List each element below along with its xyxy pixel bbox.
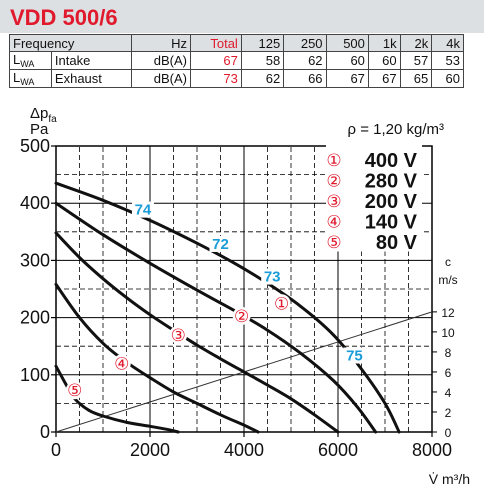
curve-marker-1: ① <box>274 294 289 314</box>
curve-marker-bg <box>112 354 131 373</box>
title-bar <box>0 0 484 33</box>
velocity-tick-label: 12 <box>441 306 455 320</box>
curve-marker-4: ④ <box>114 354 129 374</box>
row-symbol: LWA <box>9 69 52 88</box>
row-name: Exhaust <box>50 69 132 88</box>
x-tick-label: 0 <box>51 440 61 460</box>
row-unit: dB(A) <box>130 51 191 70</box>
legend-label-4: 140 V <box>365 212 418 234</box>
series-curve-4 <box>54 282 260 434</box>
noise-label: 75 <box>346 348 363 365</box>
velocity-tick-label: 8 <box>445 346 452 360</box>
x-tick-label: 8000 <box>412 440 452 460</box>
curve-marker-bg <box>169 325 188 344</box>
legend-label-1: 400 V <box>365 150 418 172</box>
noise-label: 74 <box>135 202 152 219</box>
x-axis-label: V̇ m³/h <box>429 471 470 487</box>
curve-marker-5: ⑤ <box>67 381 82 401</box>
noise-label-bg <box>209 235 232 252</box>
velocity-tick-label: 10 <box>441 326 455 340</box>
series-curve-2 <box>54 201 378 434</box>
density-label: ρ = 1,20 kg/m³ <box>348 121 445 138</box>
row-value: 66 <box>283 69 327 88</box>
velocity-tick-label: 2 <box>445 406 452 420</box>
chart-title: VDD 500/6 <box>10 5 118 30</box>
noise-label-bg <box>343 347 366 364</box>
curve-marker-bg <box>232 306 251 325</box>
velocity-axis-label: c <box>445 255 451 269</box>
y-tick-label: 300 <box>20 250 50 270</box>
row-value: 67 <box>325 69 369 88</box>
noise-label-bg <box>261 268 284 285</box>
row-value: 67 <box>367 69 401 88</box>
header-total: Total <box>189 34 242 52</box>
header-band-2k: 2k <box>399 34 433 52</box>
row-unit: dB(A) <box>130 69 191 88</box>
header-unit: Hz <box>130 34 191 52</box>
row-total: 67 <box>189 51 242 70</box>
series-curve-3 <box>54 231 340 434</box>
y-tick-label: 0 <box>40 422 50 442</box>
y-axis-unit: Pa <box>30 121 49 138</box>
legend-label-2: 280 V <box>365 171 418 193</box>
curve-marker-2: ② <box>234 307 249 327</box>
x-tick-label: 6000 <box>318 440 358 460</box>
row-value: 53 <box>431 51 464 70</box>
x-tick-label: 4000 <box>224 440 264 460</box>
y-tick-label: 100 <box>20 365 50 385</box>
legend-marker-2: ② <box>326 172 341 192</box>
y-tick-label: 200 <box>20 308 50 328</box>
legend-marker-4: ④ <box>326 213 341 233</box>
header-band-250: 250 <box>283 34 327 52</box>
velocity-tick-label: 6 <box>445 366 452 380</box>
x-tick-label: 2000 <box>130 440 170 460</box>
curve-marker-bg <box>272 294 291 313</box>
legend-marker-3: ③ <box>326 192 341 212</box>
velocity-tick-label: 4 <box>445 386 452 400</box>
header-band-4k: 4k <box>431 34 464 52</box>
y-axis-label: Δpfa <box>30 105 57 125</box>
row-value: 62 <box>240 69 285 88</box>
y-tick-label: 500 <box>20 136 50 156</box>
legend-marker-1: ① <box>326 151 341 171</box>
row-total: 73 <box>189 69 242 88</box>
y-tick-label: 400 <box>20 193 50 213</box>
legend-marker-5: ⑤ <box>326 233 341 253</box>
legend-label-3: 200 V <box>365 191 418 213</box>
noise-label: 73 <box>264 269 281 286</box>
velocity-tick-label: 0 <box>445 426 452 440</box>
header-band-500: 500 <box>325 34 369 52</box>
curve-marker-3: ③ <box>171 326 186 346</box>
legend-label-5: 80 V <box>376 232 418 254</box>
legend-bg <box>326 145 422 252</box>
row-value: 60 <box>431 69 464 88</box>
row-value: 60 <box>325 51 369 70</box>
table-row-exhaust: LWA Exhaust dB(A) 73 62 66 67 67 65 60 <box>9 69 464 88</box>
sound-power-table: Frequency Hz Total 125 250 500 1k 2k 4k … <box>9 34 464 88</box>
noise-label-bg <box>131 201 154 218</box>
noise-label: 72 <box>212 236 229 253</box>
table-header-row: Frequency Hz Total 125 250 500 1k 2k 4k <box>9 34 464 52</box>
velocity-axis-unit: m/s <box>438 273 457 287</box>
curve-marker-bg <box>65 381 84 400</box>
